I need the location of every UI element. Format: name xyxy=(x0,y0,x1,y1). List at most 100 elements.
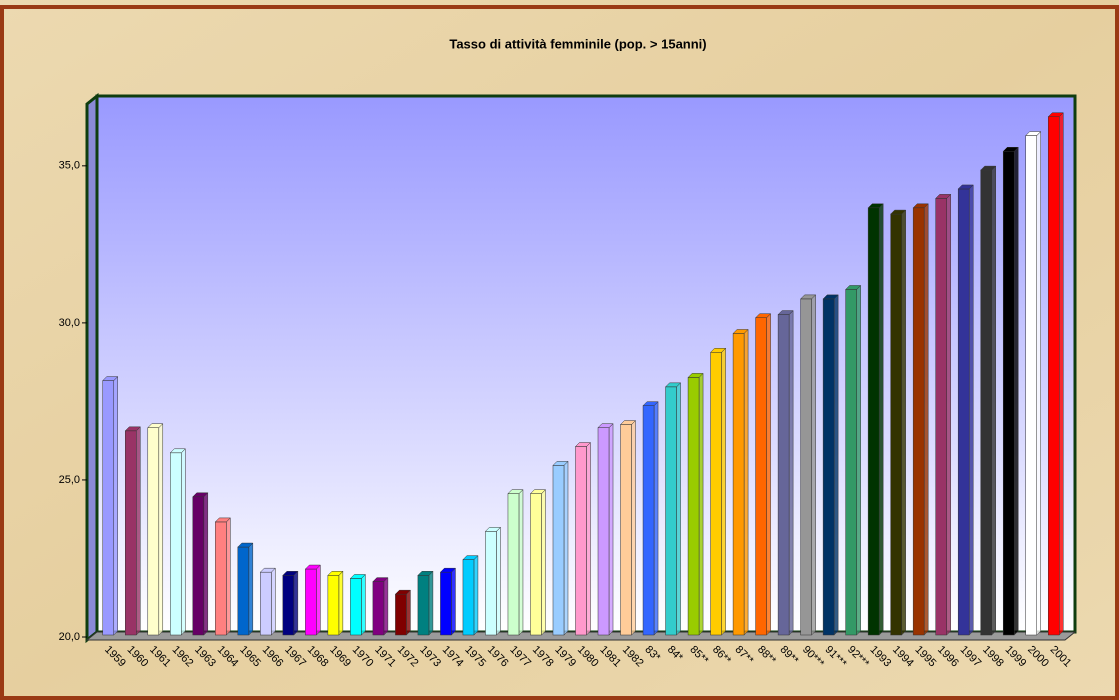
bar xyxy=(170,452,182,636)
bar-side xyxy=(541,489,546,636)
bar-top xyxy=(327,571,344,576)
bar-side xyxy=(181,448,186,636)
bar-side xyxy=(428,570,434,636)
bar xyxy=(147,427,160,636)
bar-top xyxy=(124,426,141,432)
bar-side xyxy=(923,203,929,636)
bar-side xyxy=(968,184,974,636)
bar-side xyxy=(518,489,524,636)
bar-side xyxy=(248,542,254,636)
bar-top xyxy=(642,401,659,406)
bar-top xyxy=(192,492,209,498)
bar-side xyxy=(653,401,659,636)
bar xyxy=(417,575,430,636)
bar-side xyxy=(608,423,614,636)
bar-side xyxy=(586,441,591,636)
bar xyxy=(867,207,880,636)
bar-top xyxy=(890,209,907,215)
bar-side xyxy=(316,564,321,636)
bar-top xyxy=(845,285,862,290)
bar-top xyxy=(687,373,704,378)
bar-side xyxy=(226,517,231,636)
bar xyxy=(890,213,902,636)
bar-top xyxy=(102,376,119,381)
bar xyxy=(507,493,520,636)
bar-side xyxy=(698,372,704,636)
bar xyxy=(102,380,115,636)
bar-side xyxy=(563,460,569,636)
bar-side xyxy=(833,294,839,636)
bar-side xyxy=(136,426,141,636)
bar-side xyxy=(383,576,389,636)
bar-top xyxy=(237,542,254,548)
bar-top xyxy=(777,310,794,315)
bar-top xyxy=(484,527,502,532)
bar-top xyxy=(259,567,276,573)
bar xyxy=(755,317,767,636)
bar-side xyxy=(743,328,749,636)
bar-top xyxy=(304,564,321,570)
y-tick-label: 25,0 xyxy=(59,474,80,486)
bar xyxy=(1002,151,1015,636)
bar xyxy=(462,559,475,636)
bar-side xyxy=(901,209,906,636)
bar-side xyxy=(766,313,771,636)
bar-top xyxy=(169,448,186,454)
bar-side xyxy=(1058,112,1064,636)
bar-top xyxy=(935,194,952,199)
bar-side xyxy=(721,347,726,636)
bar-side xyxy=(1036,130,1041,636)
bar-top xyxy=(1025,131,1042,136)
side-wall xyxy=(85,92,99,644)
bar xyxy=(440,571,452,636)
bar-side xyxy=(631,419,636,636)
bar-top xyxy=(439,567,457,573)
bar-top xyxy=(754,313,772,318)
bar xyxy=(710,352,722,636)
bar-side xyxy=(361,573,366,636)
bar xyxy=(665,386,677,636)
bar-side xyxy=(788,309,794,636)
bar xyxy=(912,207,925,636)
bar-top xyxy=(732,329,749,334)
bar xyxy=(822,298,835,636)
bar-top xyxy=(349,574,366,579)
bar xyxy=(800,298,812,636)
bar-top xyxy=(147,423,164,428)
bar xyxy=(350,578,362,636)
bar-side xyxy=(271,567,276,636)
bar-side xyxy=(1013,146,1019,636)
bar xyxy=(215,521,227,636)
bar-top xyxy=(282,571,299,576)
bar-side xyxy=(856,284,861,636)
bar xyxy=(282,575,295,636)
bar-top xyxy=(372,577,389,582)
bar xyxy=(372,581,385,636)
bar-top xyxy=(664,382,682,388)
bar-side xyxy=(946,193,951,636)
bar xyxy=(552,465,565,636)
bar-side xyxy=(451,567,456,636)
bar-top xyxy=(214,517,231,523)
bar xyxy=(327,575,340,636)
bar-side xyxy=(878,203,884,636)
bar-top xyxy=(1002,147,1019,152)
chart-title: Tasso di attività femminile (pop. > 15an… xyxy=(449,36,706,51)
bar-top xyxy=(462,555,479,560)
bar xyxy=(192,496,205,636)
bar-top xyxy=(417,571,434,576)
y-tick-label: 20,0 xyxy=(59,631,80,643)
bar xyxy=(485,531,497,636)
bar xyxy=(530,493,542,636)
bar xyxy=(935,198,947,636)
bar-top xyxy=(1047,112,1064,117)
bar-top xyxy=(552,461,569,466)
bar-side xyxy=(811,294,816,636)
bar-top xyxy=(394,589,412,595)
bar xyxy=(237,546,250,636)
bar xyxy=(1047,116,1060,636)
bar xyxy=(125,430,137,636)
bar-side xyxy=(158,423,164,636)
bar xyxy=(732,333,745,636)
